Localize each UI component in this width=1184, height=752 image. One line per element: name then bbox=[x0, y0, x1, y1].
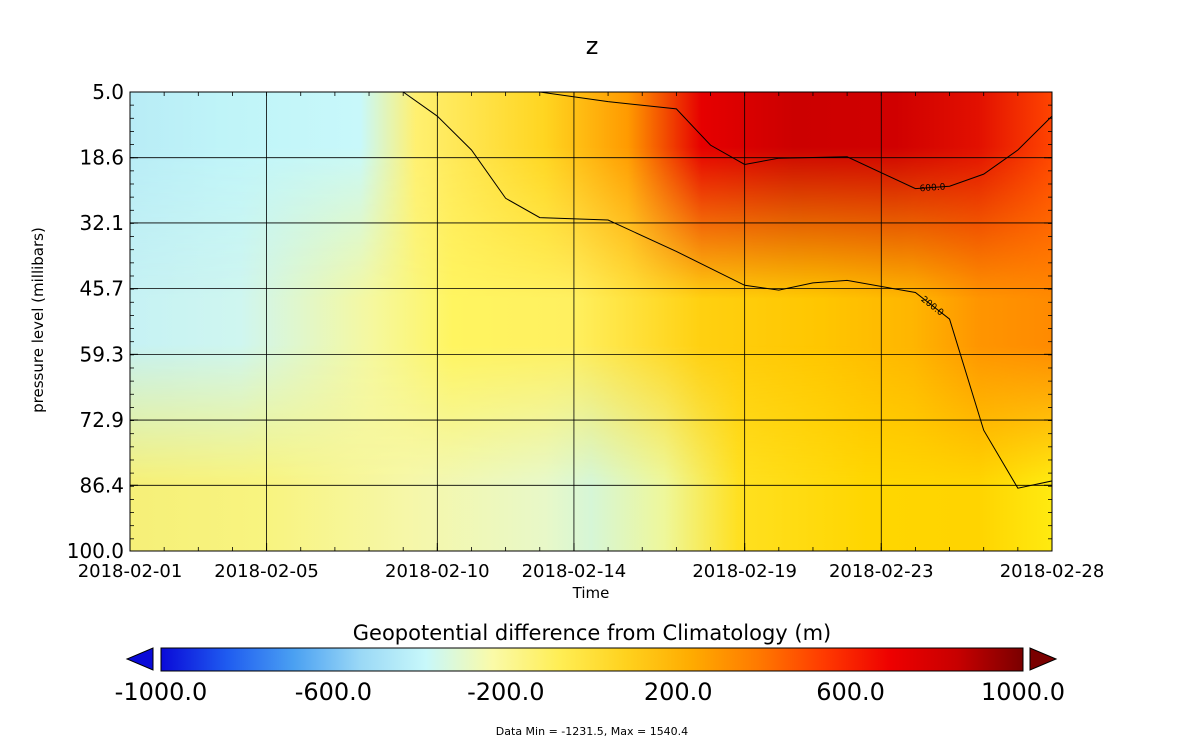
contour-label: 600.0 bbox=[919, 183, 946, 195]
y-axis-label: pressure level (millibars) bbox=[29, 227, 47, 413]
x-tick-label: 2018-02-10 bbox=[385, 561, 490, 582]
colorbar-tick-label: -200.0 bbox=[467, 678, 544, 706]
x-tick-label: 2018-02-23 bbox=[829, 561, 934, 582]
y-tick-label: 45.7 bbox=[79, 277, 124, 301]
y-tick-label: 5.0 bbox=[92, 80, 124, 104]
colorbar-tick-label: 1000.0 bbox=[981, 678, 1065, 706]
colorbar-tick-label: 200.0 bbox=[644, 678, 713, 706]
y-tick-label: 18.6 bbox=[79, 146, 124, 170]
x-tick-label: 2018-02-19 bbox=[692, 561, 797, 582]
y-tick-label: 32.1 bbox=[79, 211, 124, 235]
colorbar bbox=[160, 647, 1024, 672]
colorbar-tick-label: 600.0 bbox=[816, 678, 885, 706]
x-tick-label: 2018-02-01 bbox=[78, 561, 183, 582]
colorbar-label: Geopotential difference from Climatology… bbox=[353, 621, 831, 645]
colorbar-extend-low bbox=[125, 647, 154, 671]
heatmap-field bbox=[130, 92, 1052, 551]
y-tick-label: 59.3 bbox=[79, 342, 124, 366]
x-axis-ticks: 2018-02-01 2018-02-05 2018-02-10 2018-02-14… bbox=[78, 543, 1105, 582]
colorbar-extend-high bbox=[1029, 647, 1058, 671]
colorbar-tick-label: -600.0 bbox=[295, 678, 372, 706]
plot-frame bbox=[129, 91, 1053, 552]
chart-title: z bbox=[586, 32, 599, 60]
contour-line bbox=[539, 92, 1052, 190]
x-axis-label: Time bbox=[572, 584, 610, 602]
y-tick-label: 86.4 bbox=[79, 473, 124, 497]
colorbar-tick-label: -1000.0 bbox=[115, 678, 208, 706]
y-tick-label: 72.9 bbox=[79, 408, 124, 432]
x-tick-label: 2018-02-14 bbox=[522, 561, 627, 582]
grid-lines bbox=[130, 92, 1052, 551]
x-tick-label: 2018-02-05 bbox=[214, 561, 319, 582]
colorbar-ticks: -1000.0 -600.0 -200.0 200.0 600.0 1000.0 bbox=[115, 678, 1065, 706]
contour-line bbox=[402, 92, 1052, 489]
x-tick-label: 2018-02-28 bbox=[1000, 561, 1105, 582]
y-tick-label: 100.0 bbox=[67, 539, 124, 563]
y-axis-ticks: 5.0 18.6 32.1 45.7 59.3 72.9 86.4 100.0 bbox=[67, 80, 1052, 563]
data-range-footnote: Data Min = -1231.5, Max = 1540.4 bbox=[496, 725, 688, 738]
